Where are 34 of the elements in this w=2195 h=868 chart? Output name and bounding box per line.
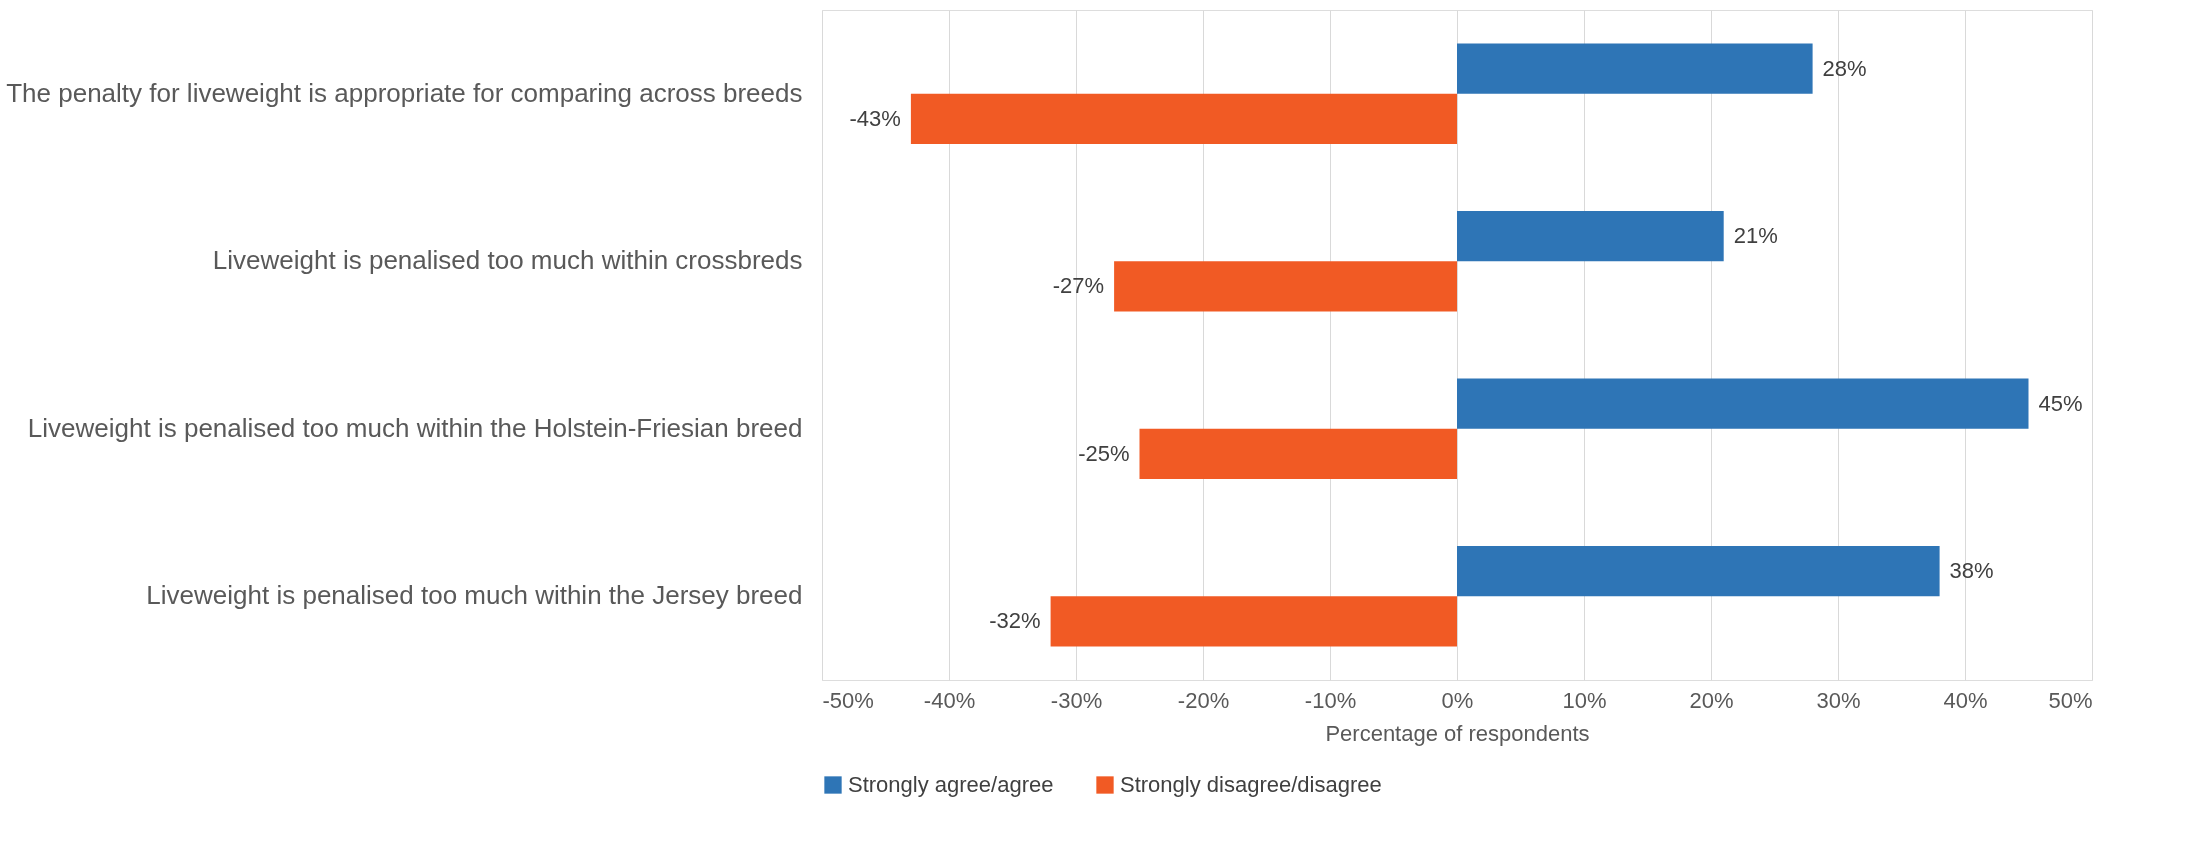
y-tick-label: The penalty for liveweight is appropriate for comparing across breeds — [6, 77, 803, 108]
y-tick-label: Liveweight is penalised too much within the Holstein-Friesian breed — [27, 412, 803, 443]
data-label: -25% — [1078, 440, 1130, 466]
x-tick-label: -50% — [822, 687, 874, 713]
bar — [1457, 43, 1813, 94]
bar — [1114, 261, 1457, 312]
x-tick-label: 0% — [1441, 687, 1474, 713]
legend-label: Strongly disagree/disagree — [1120, 772, 1382, 797]
data-label: 38% — [1949, 558, 1994, 584]
x-tick-label: 30% — [1816, 687, 1861, 713]
bar — [1457, 211, 1724, 262]
x-tick-label: 20% — [1689, 687, 1734, 713]
bar — [1457, 546, 1940, 597]
data-label: 28% — [1822, 55, 1867, 81]
x-axis-title: Percentage of respondents — [1325, 720, 1590, 746]
bar — [1457, 378, 2029, 429]
bar — [1139, 428, 1457, 479]
data-label: -27% — [1052, 273, 1105, 299]
x-tick-label: -30% — [1050, 687, 1103, 713]
y-tick-label: Liveweight is penalised too much within crossbreds — [212, 245, 803, 276]
data-label: -43% — [849, 105, 901, 131]
x-tick-label: -10% — [1304, 687, 1357, 713]
x-tick-label: 10% — [1562, 687, 1607, 713]
data-label: 45% — [2038, 390, 2083, 416]
x-tick-label: -20% — [1177, 687, 1230, 713]
data-label: -32% — [989, 608, 1041, 634]
bar — [910, 93, 1457, 144]
x-tick-label: 50% — [2048, 687, 2093, 713]
y-tick-label: Liveweight is penalised too much within the Jersey breed — [146, 580, 803, 611]
legend-label: Strongly agree/agree — [848, 772, 1054, 797]
x-tick-label: 40% — [1943, 687, 1988, 713]
data-label: 21% — [1733, 223, 1778, 249]
x-tick-label: -40% — [923, 687, 976, 713]
bar — [1050, 596, 1457, 647]
